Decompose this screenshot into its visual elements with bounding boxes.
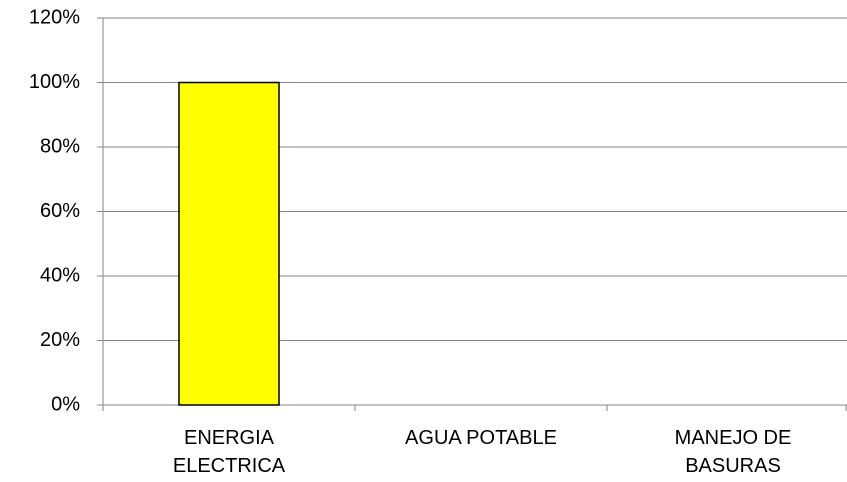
y-tick-label: 120% (29, 6, 80, 28)
y-tick-label: 20% (40, 329, 80, 351)
x-tick-label: ENERGIA ELECTRICA (172, 427, 286, 477)
y-tick-label: 60% (40, 200, 80, 222)
x-tick-label: MANEJO DE BASURAS (674, 427, 792, 477)
y-tick-label: 100% (29, 71, 80, 93)
y-tick-label: 0% (51, 393, 80, 415)
y-tick-label: 40% (40, 264, 80, 286)
x-tick-label: AGUA POTABLE (405, 427, 557, 449)
y-tick-label: 80% (40, 135, 80, 157)
bar (178, 81, 280, 406)
